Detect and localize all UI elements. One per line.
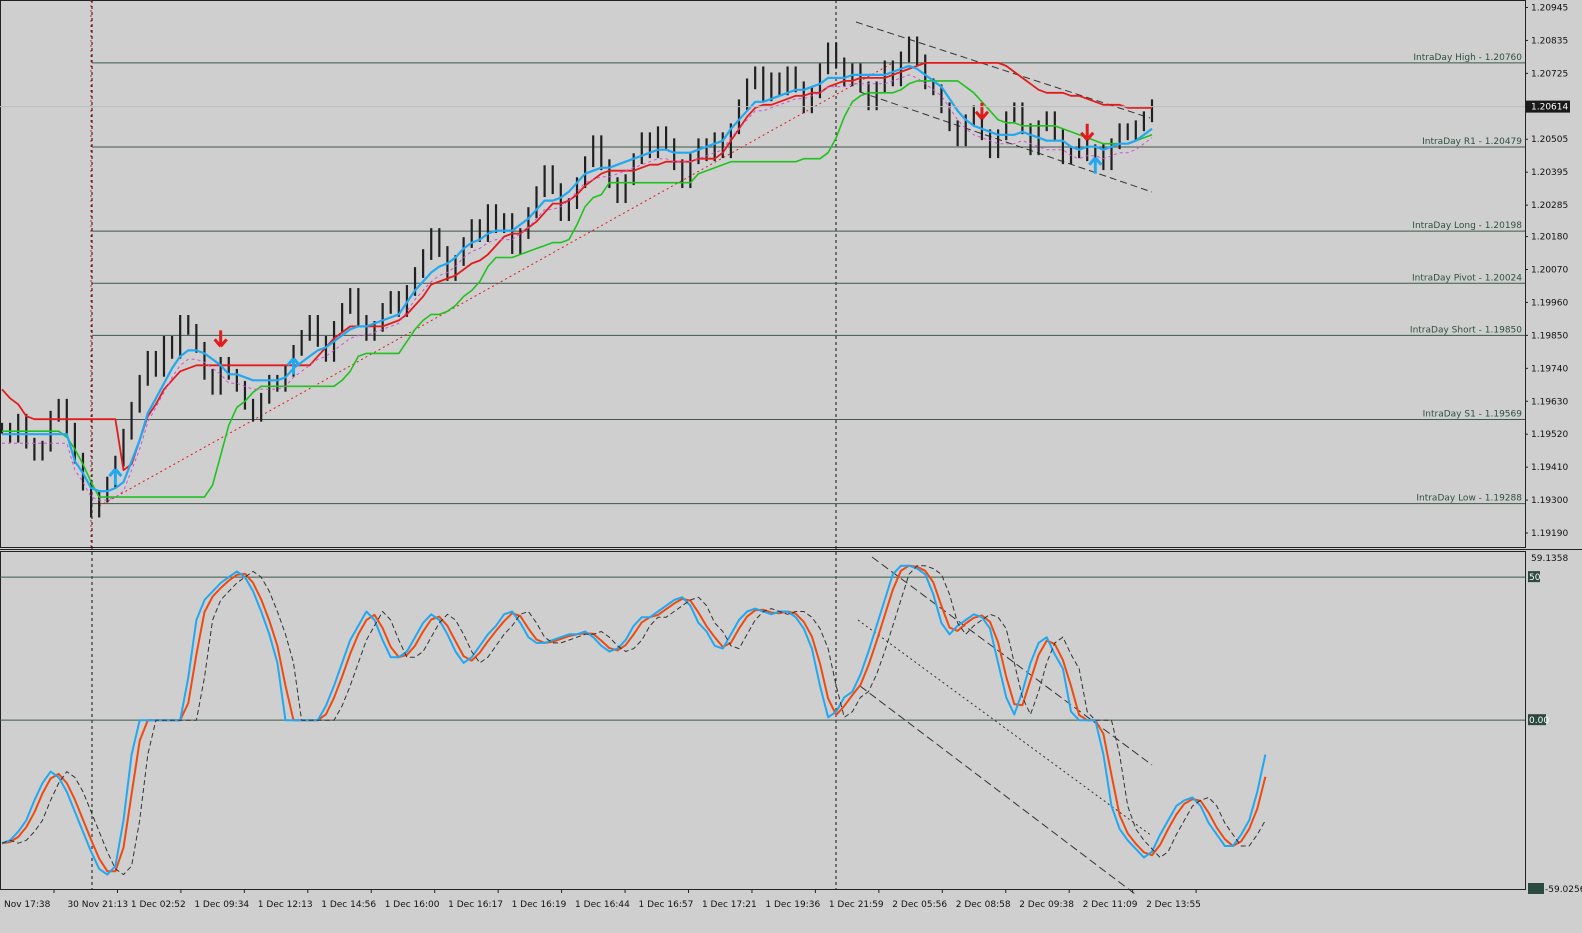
price-axis-label: 1.20285	[1531, 201, 1568, 211]
price-axis-label: 1.19190	[1531, 529, 1568, 539]
sell-arrow-icon	[213, 330, 228, 348]
price-axis-label: 1.20835	[1531, 36, 1568, 46]
time-axis-label: 1 Dec 16:57	[639, 900, 694, 910]
osc-bottom-box	[1528, 883, 1544, 894]
level-label: IntraDay R1 - 1.20479	[1422, 137, 1522, 147]
time-axis-label: 2 Dec 08:58	[956, 900, 1011, 910]
time-axis-label: 1 Dec 21:59	[829, 900, 884, 910]
main-panel-frame	[0, 0, 1526, 548]
level-label: IntraDay Pivot - 1.20024	[1412, 273, 1522, 283]
price-axis-label: 1.20070	[1531, 266, 1568, 276]
time-axis-label: 1 Dec 02:52	[131, 900, 186, 910]
current-price-box	[1526, 100, 1570, 113]
time-axis-label: 1 Dec 17:21	[702, 900, 757, 910]
osc-channel-upper	[871, 556, 1153, 766]
price-channel-lower	[859, 91, 1153, 193]
price-channel-upper	[855, 21, 1151, 119]
time-axis-label: 1 Dec 16:44	[575, 900, 630, 910]
osc-channel-middle	[857, 619, 1153, 837]
price-axis-label: 1.19740	[1531, 364, 1568, 374]
level-label: IntraDay High - 1.20760	[1413, 53, 1522, 63]
osc-axis-zero-label: 0.00	[1529, 716, 1549, 726]
trendline-dotted	[98, 62, 894, 507]
price-axis-label: 1.19850	[1531, 331, 1568, 341]
time-axis-label: Nov 17:38	[4, 900, 51, 910]
ma-slow-line	[1, 62, 1152, 472]
price-axis-label: 1.20395	[1531, 168, 1568, 178]
price-axis-label: 1.20725	[1531, 69, 1568, 79]
ma-magenta-dashed-line	[2, 74, 1153, 501]
level-label: IntraDay S1 - 1.19569	[1423, 410, 1523, 420]
price-axis-label: 1.19960	[1531, 298, 1568, 308]
osc-upper-box	[1528, 571, 1540, 583]
price-axis-label: 1.20945	[1531, 3, 1568, 13]
level-label: IntraDay Short - 1.19850	[1410, 325, 1522, 335]
time-axis-label: 1 Dec 16:00	[385, 900, 440, 910]
price-axis-label: 1.19300	[1531, 496, 1568, 506]
osc-axis-upper-label: 50	[1529, 573, 1541, 583]
osc-zero-box	[1528, 714, 1546, 726]
price-axis-label: 1.19630	[1531, 397, 1568, 407]
time-axis-label: 1 Dec 16:17	[448, 900, 503, 910]
price-axis-label: 1.20505	[1531, 135, 1568, 145]
ma-fast-line	[2, 64, 1153, 493]
buy-arrow-icon	[286, 357, 301, 375]
osc-axis-bottom-label: -59.0256	[1545, 885, 1582, 895]
oscillator-main-line	[1, 564, 1267, 876]
ma-support-line	[2, 80, 1153, 498]
time-axis-label: 2 Dec 13:55	[1146, 900, 1201, 910]
osc-channel-lower	[859, 685, 1136, 895]
time-axis-label: 1 Dec 16:19	[512, 900, 567, 910]
sell-arrow-icon	[1080, 123, 1095, 141]
price-axis-label: 1.20180	[1531, 233, 1568, 243]
price-axis-label: 1.19520	[1531, 430, 1568, 440]
time-axis-label: 30 Nov 21:13	[67, 900, 128, 910]
current-price-label: 1.20614	[1531, 103, 1568, 113]
price-axis-label: 1.19410	[1531, 463, 1568, 473]
oscillator-dashed-line	[1, 565, 1266, 876]
time-axis-label: 2 Dec 05:56	[892, 900, 947, 910]
osc-axis-top-label: 59.1358	[1531, 554, 1568, 564]
sell-arrow-icon	[974, 102, 990, 120]
buy-arrow-icon	[1088, 156, 1103, 174]
time-axis-label: 1 Dec 09:34	[194, 900, 249, 910]
time-axis-label: 2 Dec 09:38	[1019, 900, 1074, 910]
time-axis-label: 2 Dec 11:09	[1083, 900, 1138, 910]
time-axis-label: 1 Dec 19:36	[765, 900, 820, 910]
level-label: IntraDay Low - 1.19288	[1416, 494, 1522, 504]
level-label: IntraDay Long - 1.20198	[1412, 221, 1522, 231]
time-axis-label: 1 Dec 14:56	[321, 900, 376, 910]
time-axis-label: 1 Dec 12:13	[258, 900, 313, 910]
buy-arrow-icon	[108, 468, 123, 486]
